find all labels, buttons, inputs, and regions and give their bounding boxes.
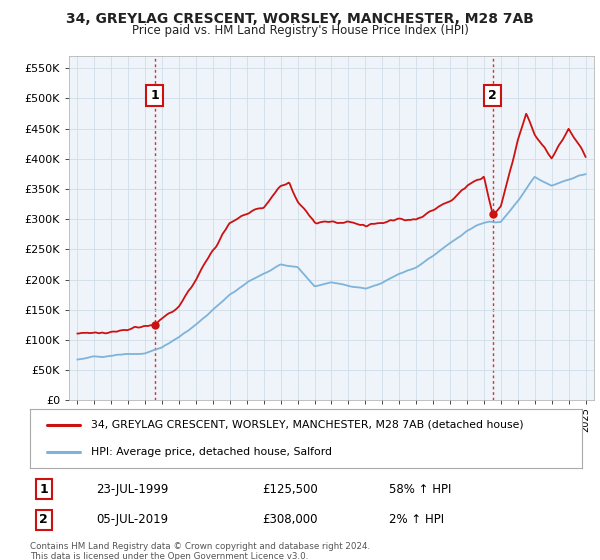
Text: 2: 2 — [488, 89, 497, 102]
Text: 05-JUL-2019: 05-JUL-2019 — [96, 513, 169, 526]
Text: £125,500: £125,500 — [262, 483, 317, 496]
Text: 1: 1 — [150, 89, 159, 102]
Text: Contains HM Land Registry data © Crown copyright and database right 2024.
This d: Contains HM Land Registry data © Crown c… — [30, 542, 370, 560]
Text: 34, GREYLAG CRESCENT, WORSLEY, MANCHESTER, M28 7AB (detached house): 34, GREYLAG CRESCENT, WORSLEY, MANCHESTE… — [91, 419, 523, 430]
Text: 2: 2 — [40, 513, 48, 526]
Text: £308,000: £308,000 — [262, 513, 317, 526]
Text: 1: 1 — [40, 483, 48, 496]
Text: 2% ↑ HPI: 2% ↑ HPI — [389, 513, 444, 526]
Text: 23-JUL-1999: 23-JUL-1999 — [96, 483, 169, 496]
Text: HPI: Average price, detached house, Salford: HPI: Average price, detached house, Salf… — [91, 447, 332, 457]
Text: Price paid vs. HM Land Registry's House Price Index (HPI): Price paid vs. HM Land Registry's House … — [131, 24, 469, 36]
Text: 34, GREYLAG CRESCENT, WORSLEY, MANCHESTER, M28 7AB: 34, GREYLAG CRESCENT, WORSLEY, MANCHESTE… — [66, 12, 534, 26]
Text: 58% ↑ HPI: 58% ↑ HPI — [389, 483, 451, 496]
